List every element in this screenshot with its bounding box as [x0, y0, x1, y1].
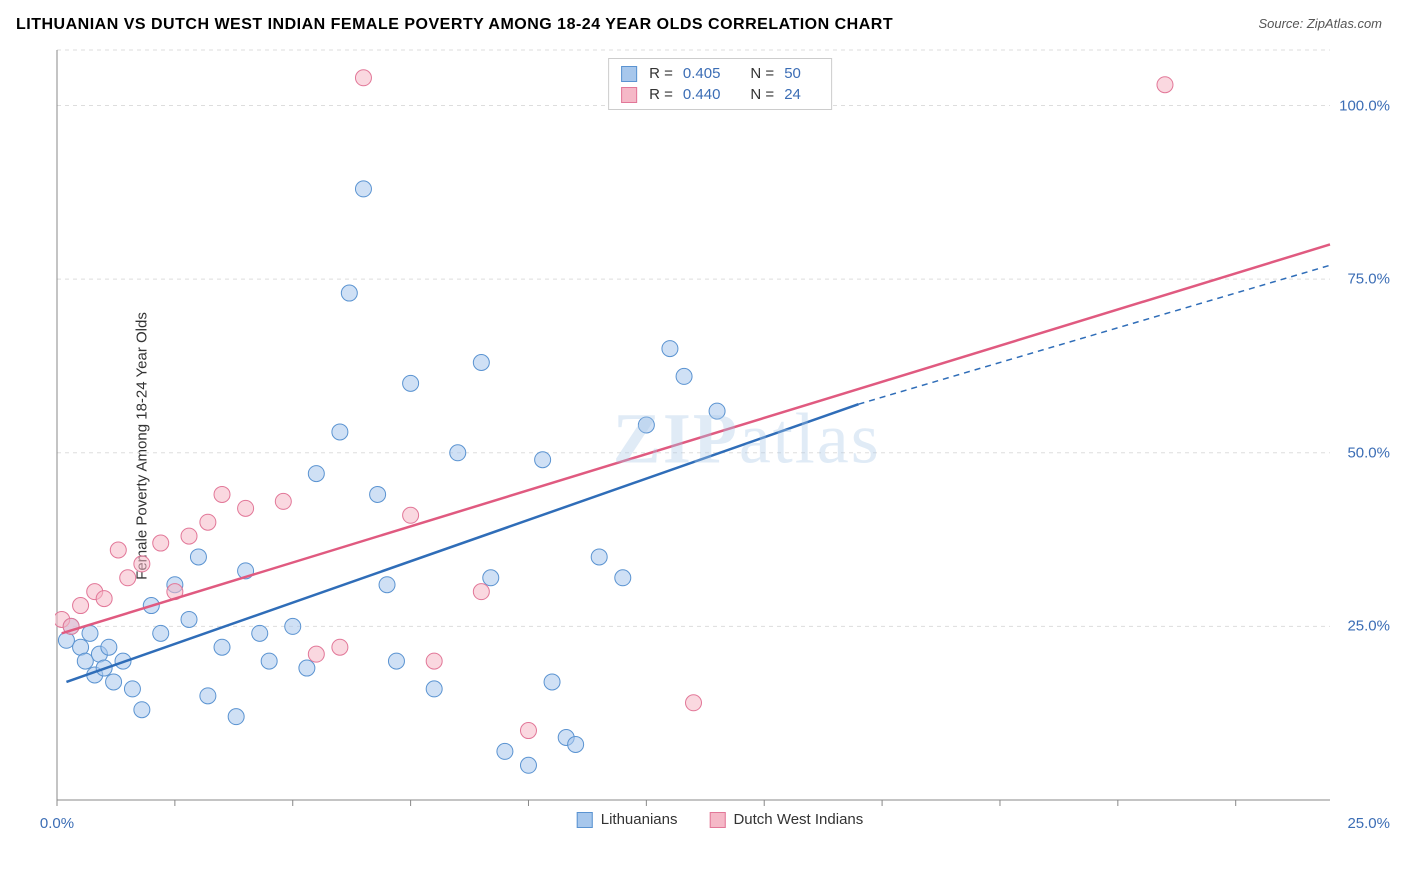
legend-row-dutch: R = 0.440 N = 24 — [621, 84, 819, 105]
swatch-lithuanians — [621, 66, 637, 82]
legend-label-dutch: Dutch West Indians — [733, 811, 863, 828]
chart-title: LITHUANIAN VS DUTCH WEST INDIAN FEMALE P… — [16, 16, 893, 34]
n-value-lithuanians: 50 — [784, 65, 801, 82]
r-value-dutch: 0.440 — [683, 86, 721, 103]
swatch-lithuanians — [577, 812, 593, 828]
source-attribution: Source: ZipAtlas.com — [1258, 16, 1382, 31]
n-value-dutch: 24 — [784, 86, 801, 103]
plot-area: ZIPatlas R = 0.405 N = 50 R = 0.440 N = … — [55, 48, 1385, 830]
n-label: N = — [750, 86, 774, 103]
series-legend: Lithuanians Dutch West Indians — [577, 811, 864, 828]
legend-item-lithuanians: Lithuanians — [577, 811, 678, 828]
x-end-label: 25.0% — [1347, 815, 1390, 832]
legend-item-dutch: Dutch West Indians — [709, 811, 863, 828]
r-label: R = — [649, 86, 673, 103]
r-label: R = — [649, 65, 673, 82]
r-value-lithuanians: 0.405 — [683, 65, 721, 82]
scatter-plot-svg — [55, 48, 1385, 830]
legend-label-lithuanians: Lithuanians — [601, 811, 678, 828]
x-origin-label: 0.0% — [40, 815, 74, 832]
y-tick-label: 25.0% — [1347, 618, 1390, 635]
correlation-legend: R = 0.405 N = 50 R = 0.440 N = 24 — [608, 58, 832, 110]
y-tick-label: 100.0% — [1339, 97, 1390, 114]
swatch-dutch — [621, 87, 637, 103]
n-label: N = — [750, 65, 774, 82]
swatch-dutch — [709, 812, 725, 828]
y-tick-label: 75.0% — [1347, 271, 1390, 288]
y-tick-label: 50.0% — [1347, 444, 1390, 461]
legend-row-lithuanians: R = 0.405 N = 50 — [621, 63, 819, 84]
